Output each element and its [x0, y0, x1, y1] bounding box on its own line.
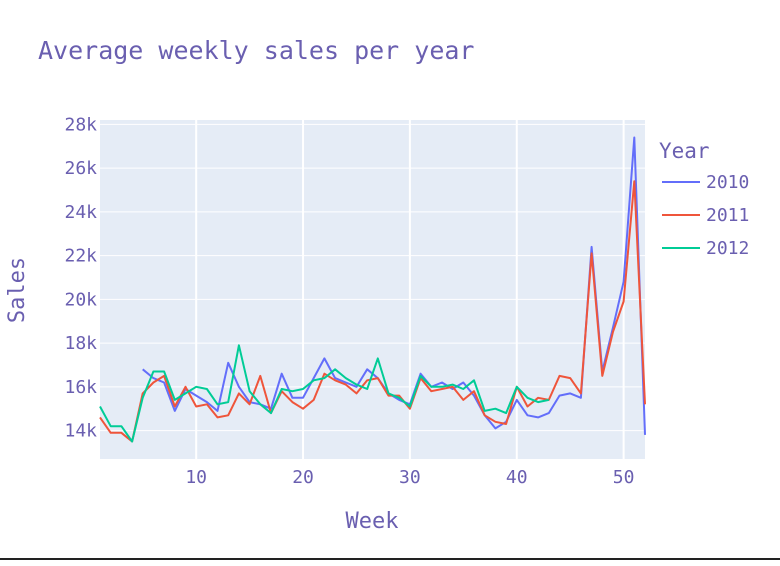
x-tick-label: 10 [185, 467, 207, 488]
x-axis-title: Week [346, 509, 399, 534]
y-axis-ticks: 14k 16k 18k 20k 22k 24k 26k 28k [64, 114, 97, 441]
legend-label-2010[interactable]: 2010 [706, 172, 749, 193]
bottom-border [0, 558, 780, 560]
y-tick-label: 18k [64, 333, 97, 354]
y-tick-label: 20k [64, 289, 97, 310]
plot-area [100, 120, 645, 459]
y-tick-label: 16k [64, 377, 97, 398]
x-axis-ticks: 10 20 30 40 50 [185, 467, 634, 488]
x-tick-label: 50 [613, 467, 635, 488]
series-line-2011 [99, 180, 646, 443]
x-tick-label: 40 [506, 467, 528, 488]
legend-items: 2010 2011 2012 [662, 172, 749, 259]
legend: Year 2010 2011 2012 [659, 139, 749, 259]
y-tick-label: 26k [64, 158, 97, 179]
y-tick-label: 24k [64, 202, 97, 223]
y-tick-label: 22k [64, 246, 97, 267]
legend-title: Year [659, 139, 710, 163]
y-axis-title: Sales [5, 257, 30, 323]
chart-title: Average weekly sales per year [38, 36, 475, 65]
y-tick-label: 14k [64, 421, 97, 442]
x-tick-label: 30 [399, 467, 421, 488]
x-tick-label: 20 [292, 467, 314, 488]
legend-label-2011[interactable]: 2011 [706, 205, 749, 226]
series-line-2012 [99, 344, 550, 443]
gridlines [100, 120, 645, 459]
legend-label-2012[interactable]: 2012 [706, 238, 749, 259]
y-tick-label: 28k [64, 114, 97, 135]
series-lines [99, 136, 646, 443]
